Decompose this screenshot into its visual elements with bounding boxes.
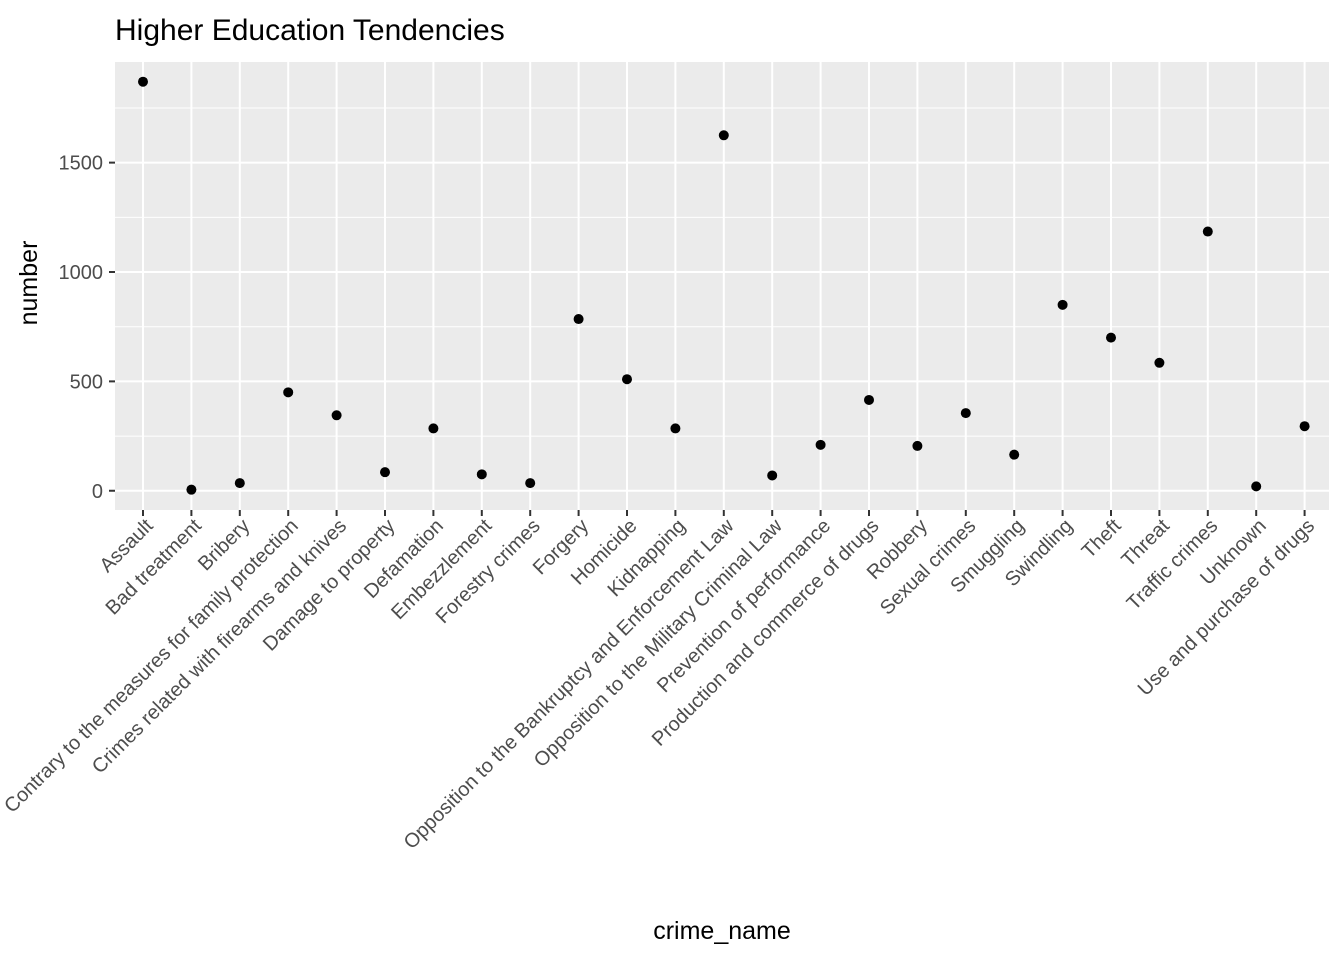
data-point	[283, 387, 294, 398]
data-point	[186, 484, 197, 495]
data-point	[815, 439, 826, 450]
y-axis-title: number	[15, 241, 43, 326]
plot-panel	[115, 62, 1329, 510]
chart-title: Higher Education Tendencies	[115, 14, 505, 47]
data-point	[1251, 481, 1262, 492]
data-point	[138, 76, 148, 87]
data-point	[960, 408, 971, 419]
data-point	[428, 423, 439, 434]
data-points	[138, 76, 1310, 495]
data-point	[234, 478, 245, 489]
axis-ticks	[109, 161, 1306, 516]
data-point	[1057, 299, 1068, 310]
major-gridlines	[115, 62, 1329, 510]
data-point	[622, 374, 632, 385]
data-point	[1009, 449, 1020, 460]
data-point	[1202, 226, 1213, 237]
y-tick-labels: 0 500 1000 1500	[59, 153, 104, 503]
data-point	[864, 394, 874, 405]
y-tick-label: 1500	[59, 153, 104, 175]
data-point	[767, 470, 778, 481]
data-point	[476, 469, 487, 480]
data-point	[380, 467, 390, 478]
minor-gridlines	[115, 107, 1329, 437]
data-point	[525, 478, 536, 489]
data-point	[718, 130, 729, 141]
data-point	[1106, 332, 1116, 343]
data-point	[331, 410, 342, 421]
data-point	[670, 423, 681, 434]
data-point	[573, 314, 584, 325]
y-tick-label: 0	[92, 481, 103, 503]
x-axis-title: crime_name	[653, 917, 791, 945]
y-tick-label: 1000	[59, 262, 104, 284]
data-point	[1154, 357, 1165, 368]
data-point	[1299, 421, 1310, 432]
y-tick-label: 500	[70, 371, 103, 393]
data-point	[912, 440, 923, 451]
